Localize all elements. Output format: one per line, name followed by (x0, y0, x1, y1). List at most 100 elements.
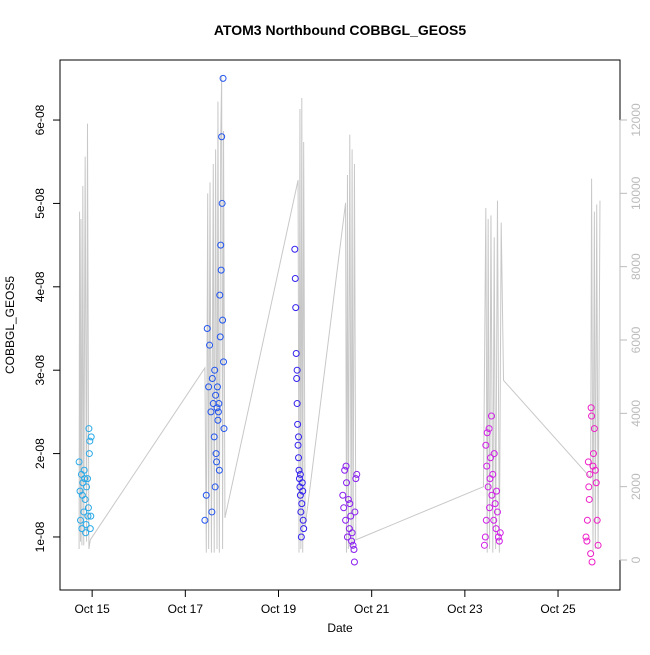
point (296, 470, 304, 478)
point (344, 495, 352, 503)
point (83, 483, 91, 491)
point (216, 291, 224, 299)
point (295, 454, 303, 462)
point (350, 545, 358, 553)
point (292, 350, 300, 358)
point (482, 516, 490, 524)
point (493, 508, 501, 516)
point (585, 495, 593, 503)
point (493, 487, 501, 495)
point (207, 408, 215, 416)
y2-tick-label: 12000 (629, 103, 643, 137)
point (219, 74, 227, 82)
point (483, 429, 491, 437)
x-tick-label: Oct 21 (354, 602, 390, 616)
point (491, 500, 499, 508)
point (294, 420, 302, 428)
point (486, 454, 494, 462)
point (202, 491, 210, 499)
point (349, 541, 357, 549)
y2-tick-label: 8000 (629, 253, 643, 280)
point (217, 241, 225, 249)
point (78, 491, 86, 499)
point (583, 516, 591, 524)
point (213, 458, 221, 466)
point (84, 504, 92, 512)
point (350, 558, 358, 566)
point (495, 537, 503, 545)
point (80, 466, 88, 474)
point (490, 516, 498, 524)
point (346, 500, 354, 508)
point (490, 450, 498, 458)
point (294, 441, 302, 449)
point (341, 466, 349, 474)
point (484, 483, 492, 491)
point (487, 412, 495, 420)
point (86, 525, 94, 533)
chart-title: ATOM3 Northbound COBBGL_GEOS5 (214, 22, 466, 38)
point (293, 400, 301, 408)
point (76, 516, 84, 524)
point (78, 525, 86, 533)
point (292, 304, 300, 312)
point (486, 475, 494, 483)
point (342, 462, 350, 470)
point (80, 508, 88, 516)
point (592, 479, 600, 487)
point (84, 512, 92, 520)
x-tick-label: Oct 23 (447, 602, 483, 616)
y2-tick-label: 6000 (629, 326, 643, 353)
point (203, 325, 211, 333)
point (351, 508, 359, 516)
point (293, 375, 301, 383)
point (295, 466, 303, 474)
x-axis-label: Date (327, 621, 353, 635)
point (86, 437, 94, 445)
point (480, 541, 488, 549)
point (83, 475, 91, 483)
point (352, 475, 360, 483)
point (215, 400, 223, 408)
x-tick-label: Oct 17 (168, 602, 204, 616)
point (340, 504, 348, 512)
point (218, 133, 226, 141)
point (589, 450, 597, 458)
point (488, 491, 496, 499)
x-tick-label: Oct 15 (74, 602, 110, 616)
point (593, 516, 601, 524)
point (217, 266, 225, 274)
y-axis-label: COBBGL_GEOS5 (3, 276, 17, 374)
point (481, 533, 489, 541)
point (485, 425, 493, 433)
point (219, 316, 227, 324)
point (494, 533, 502, 541)
point (206, 341, 214, 349)
point (87, 433, 95, 441)
point (483, 462, 491, 470)
point (583, 537, 591, 545)
point (343, 533, 351, 541)
y-tick-label: 6e-08 (33, 104, 47, 135)
point (85, 450, 93, 458)
y-tick-label: 1e-08 (33, 521, 47, 552)
point (295, 433, 303, 441)
point (82, 529, 90, 537)
point (213, 404, 221, 412)
point (212, 450, 220, 458)
y-tick-label: 5e-08 (33, 188, 47, 219)
y2-tick-label: 4000 (629, 400, 643, 427)
x-tick-label: Oct 25 (540, 602, 576, 616)
point (347, 512, 355, 520)
point (486, 504, 494, 512)
y2-tick-label: 10000 (629, 176, 643, 210)
point (348, 537, 356, 545)
point (588, 412, 596, 420)
point (213, 383, 221, 391)
point (298, 500, 306, 508)
point (299, 516, 307, 524)
point (214, 408, 222, 416)
point (211, 483, 219, 491)
point (342, 516, 350, 524)
point (87, 512, 95, 520)
